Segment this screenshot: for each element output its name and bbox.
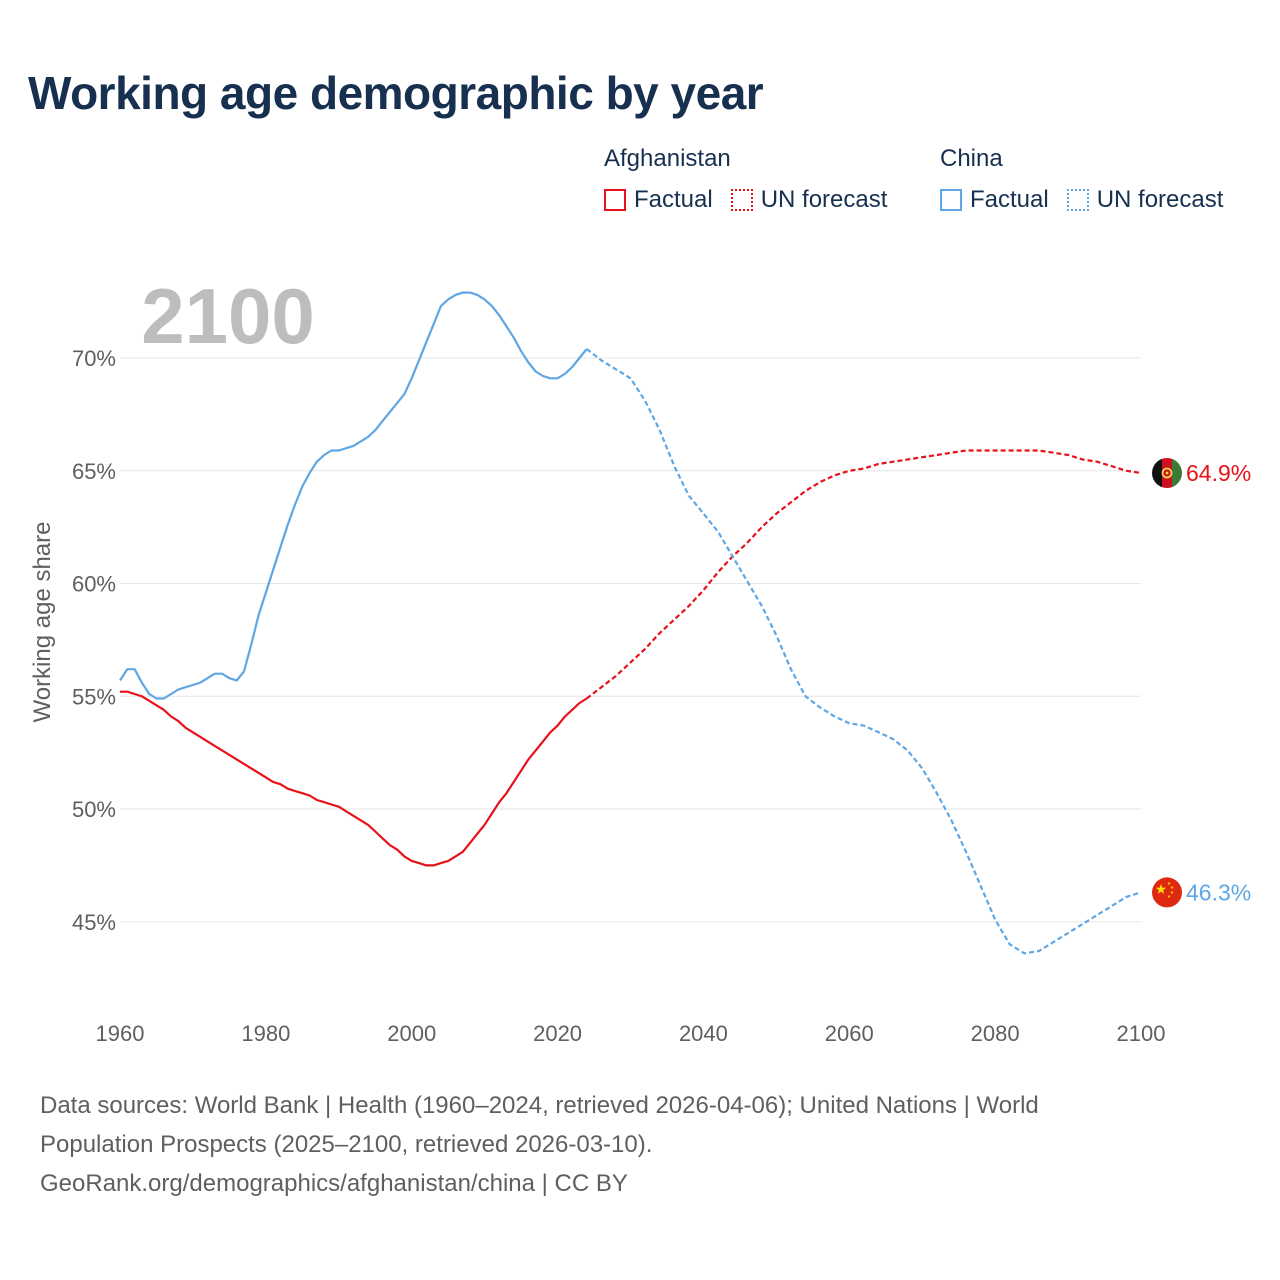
afghanistan-factual-line[interactable] [120, 690, 588, 867]
afghanistan-end-value-label: 64.9% [1186, 460, 1251, 486]
gridlines [120, 357, 1141, 923]
footer-line-2: Population Prospects (2025–2100, retriev… [40, 1131, 653, 1158]
afghanistan-flag-icon [1152, 458, 1182, 489]
dotted-line-swatch-icon [730, 189, 753, 211]
y-tick-label: 55% [72, 684, 116, 709]
x-tick-label: 1960 [96, 1021, 145, 1046]
legend-afghanistan-factual-label: Factual [634, 186, 713, 213]
legend-afghanistan-forecast[interactable]: UN forecast [730, 186, 888, 214]
legend-afghanistan-factual[interactable]: Factual [604, 186, 713, 214]
legend-afghanistan-forecast-label: UN forecast [760, 186, 888, 213]
x-tick-label: 2040 [679, 1021, 728, 1046]
x-tick-label: 2100 [1117, 1021, 1166, 1046]
y-tick-label: 70% [72, 346, 116, 371]
solid-line-swatch-icon [940, 189, 962, 211]
china-factual-line[interactable] [119, 291, 588, 700]
legend-afghanistan-name: Afghanistan [604, 145, 731, 172]
legend-china: China Factual UN forecast [940, 144, 1223, 213]
x-tick-label: 2080 [971, 1021, 1020, 1046]
china-flag-icon [1152, 877, 1182, 908]
footer-line-1: Data sources: World Bank | Health (1960–… [40, 1092, 1039, 1119]
footer-line-3[interactable]: GeoRank.org/demographics/afghanistan/chi… [40, 1170, 628, 1197]
year-watermark: 2100 [141, 272, 315, 360]
y-tick-label: 60% [72, 572, 116, 597]
x-tick-label: 1980 [241, 1021, 290, 1046]
legend-afghanistan: Afghanistan Factual UN forecast [604, 144, 887, 213]
solid-line-swatch-icon [604, 189, 626, 211]
x-axis-ticks: 1960 1980 2000 2020 2040 2060 2080 2100 [96, 1021, 1166, 1046]
y-axis-label: Working age share [29, 522, 56, 723]
legend-china-forecast[interactable]: UN forecast [1066, 186, 1224, 214]
x-tick-label: 2060 [825, 1021, 874, 1046]
series-lines [119, 291, 1142, 955]
legend-china-name: China [940, 145, 1003, 172]
y-tick-label: 45% [72, 910, 116, 935]
legend-china-factual-label: Factual [970, 186, 1049, 213]
x-tick-label: 2000 [387, 1021, 436, 1046]
series-end-markers: 64.9% 46.3% [1152, 458, 1251, 908]
y-tick-label: 65% [72, 459, 116, 484]
china-forecast-line[interactable] [586, 348, 1142, 955]
chart-title: Working age demographic by year [28, 67, 764, 119]
china-end-value-label: 46.3% [1186, 879, 1251, 905]
footer-sources: Data sources: World Bank | Health (1960–… [40, 1086, 1180, 1203]
dotted-line-swatch-icon [1066, 189, 1089, 211]
afghanistan-forecast-line[interactable] [586, 449, 1142, 700]
legend-china-forecast-label: UN forecast [1096, 186, 1224, 213]
line-chart: 2100 Working age share 45% 50% 55% 60% 65% 70… [29, 272, 1251, 1046]
y-tick-label: 50% [72, 797, 116, 822]
y-axis-ticks: 45% 50% 55% 60% 65% 70% [72, 346, 116, 935]
legend-china-factual[interactable]: Factual [940, 186, 1049, 214]
x-tick-label: 2020 [533, 1021, 582, 1046]
